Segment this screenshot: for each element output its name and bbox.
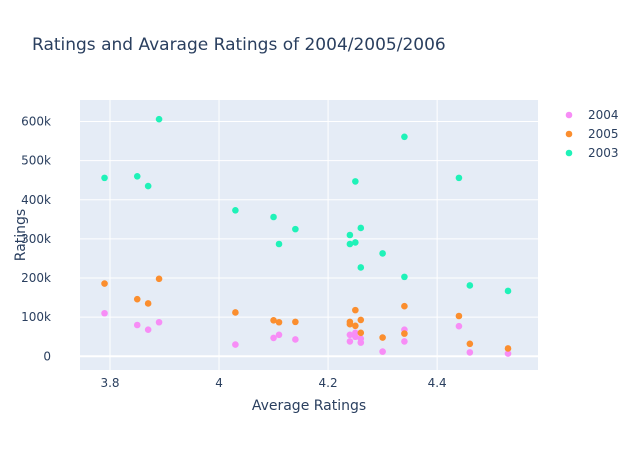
- data-point-2003[interactable]: [155, 115, 163, 123]
- data-point-2004[interactable]: [466, 349, 474, 356]
- data-point-2005[interactable]: [144, 300, 152, 307]
- data-point-2003[interactable]: [379, 250, 386, 257]
- data-point-2005[interactable]: [292, 318, 299, 326]
- y-tick-label: 0: [43, 349, 51, 363]
- data-point-2004[interactable]: [352, 333, 359, 341]
- data-point-2003[interactable]: [144, 182, 152, 190]
- data-point-2003[interactable]: [401, 273, 408, 281]
- data-point-2003[interactable]: [401, 133, 408, 141]
- legend-item-2004[interactable]: 2004: [565, 108, 619, 122]
- data-point-2004[interactable]: [504, 350, 512, 357]
- data-point-2003[interactable]: [352, 178, 359, 185]
- data-point-2004[interactable]: [357, 335, 365, 342]
- data-point-2004[interactable]: [292, 336, 299, 343]
- data-point-2003[interactable]: [270, 213, 277, 221]
- data-point-2005[interactable]: [504, 345, 512, 352]
- series-2003: [101, 115, 512, 295]
- legend-marker: [565, 130, 573, 138]
- data-point-2003[interactable]: [232, 207, 239, 214]
- data-point-2004[interactable]: [379, 348, 386, 355]
- data-point-2005[interactable]: [346, 320, 354, 328]
- data-point-2005[interactable]: [357, 316, 365, 324]
- data-point-2005[interactable]: [357, 329, 365, 337]
- data-point-2005[interactable]: [275, 318, 283, 326]
- series-2005: [101, 275, 512, 352]
- legend-marker: [565, 111, 573, 119]
- data-point-2005[interactable]: [379, 334, 386, 341]
- data-point-2005[interactable]: [270, 317, 277, 324]
- data-point-2003[interactable]: [352, 239, 359, 246]
- legend-label: 2004: [588, 108, 619, 122]
- data-point-2003[interactable]: [504, 287, 512, 295]
- data-point-2004[interactable]: [270, 334, 277, 342]
- y-tick-label: 400k: [21, 193, 51, 207]
- legend[interactable]: 2004 2005 2003: [565, 108, 619, 160]
- data-point-2004[interactable]: [346, 338, 354, 345]
- y-tick-label: 100k: [21, 310, 51, 324]
- data-point-2004[interactable]: [144, 326, 152, 333]
- data-point-2003[interactable]: [346, 240, 354, 248]
- data-point-2004[interactable]: [275, 331, 283, 339]
- data-point-2003[interactable]: [275, 240, 283, 248]
- data-point-2004[interactable]: [155, 318, 163, 326]
- y-tick-label: 500k: [21, 154, 51, 168]
- x-tick-label: 4: [215, 376, 223, 390]
- data-point-2004[interactable]: [401, 338, 408, 345]
- chart-title: Ratings and Avarage Ratings of 2004/2005…: [32, 35, 446, 55]
- data-point-2005[interactable]: [455, 312, 463, 320]
- data-point-2005[interactable]: [352, 306, 359, 314]
- data-point-2003[interactable]: [292, 225, 299, 233]
- data-point-2005[interactable]: [401, 302, 408, 310]
- x-tick-label: 4.2: [319, 376, 338, 390]
- data-point-2003[interactable]: [455, 174, 463, 182]
- legend-label: 2003: [588, 146, 619, 160]
- y-tick-label: 600k: [21, 115, 51, 129]
- data-point-2005[interactable]: [352, 322, 359, 330]
- data-point-2003[interactable]: [357, 224, 365, 232]
- data-point-2004[interactable]: [232, 341, 239, 348]
- data-point-2004[interactable]: [455, 322, 463, 330]
- data-point-2005[interactable]: [401, 330, 408, 337]
- y-tick-label: 200k: [21, 271, 51, 285]
- legend-marker: [565, 149, 573, 157]
- y-axis-title: Ratings: [13, 209, 29, 261]
- data-point-2003[interactable]: [101, 174, 108, 182]
- data-point-2005[interactable]: [155, 275, 163, 283]
- data-point-2003[interactable]: [133, 173, 141, 180]
- axis-ticks: 3.8 4 4.2 4.4 0 100k 200k 300k 400k 500k 600k: [21, 115, 447, 390]
- data-point-2003[interactable]: [357, 264, 365, 271]
- x-tick-label: 3.8: [100, 376, 119, 390]
- data-point-2005[interactable]: [466, 340, 474, 348]
- data-point-2005[interactable]: [101, 280, 108, 287]
- gridlines: [80, 100, 538, 370]
- y-tick-label: 300k: [21, 232, 51, 246]
- legend-item-2003[interactable]: 2003: [565, 146, 619, 160]
- x-axis-title: Average Ratings: [252, 398, 366, 414]
- data-point-2003[interactable]: [346, 231, 354, 239]
- x-tick-label: 4.4: [428, 376, 447, 390]
- data-point-2003[interactable]: [466, 282, 474, 289]
- legend-item-2005[interactable]: 2005: [565, 127, 619, 141]
- data-point-2005[interactable]: [133, 295, 141, 303]
- data-point-2004[interactable]: [101, 309, 108, 317]
- legend-label: 2005: [588, 127, 619, 141]
- data-point-2004[interactable]: [133, 321, 141, 329]
- data-point-2005[interactable]: [232, 309, 239, 316]
- data-point-2004[interactable]: [346, 331, 354, 339]
- data-points: [101, 115, 512, 357]
